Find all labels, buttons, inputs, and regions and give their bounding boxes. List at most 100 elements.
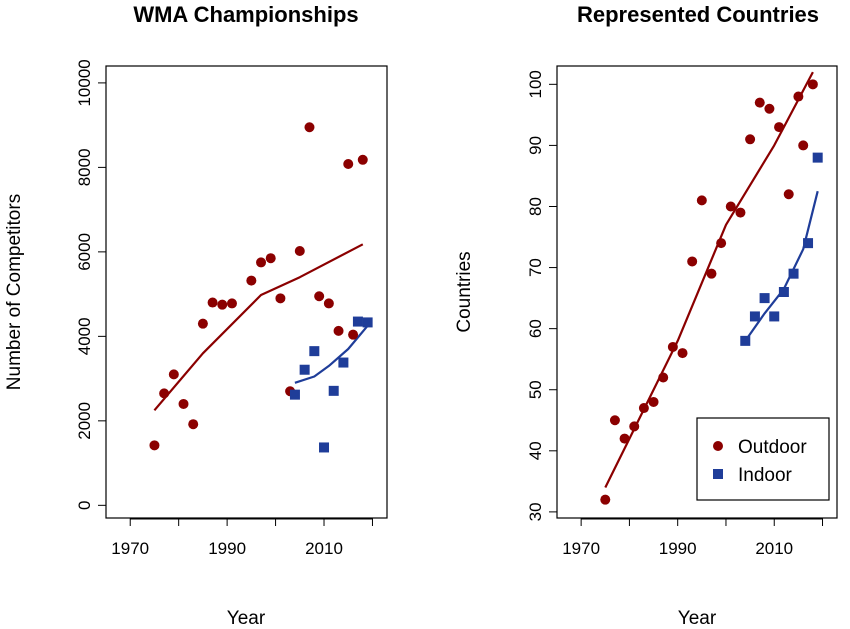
y-tick-label: 10000 [75, 59, 94, 106]
data-point-outdoor [638, 403, 649, 414]
data-point-outdoor [807, 79, 818, 90]
data-point-outdoor [207, 297, 218, 308]
y-tick-label: 80 [526, 197, 545, 216]
data-point-indoor [328, 385, 339, 396]
y-tick-label: 40 [526, 441, 545, 460]
data-point-outdoor [348, 329, 359, 340]
data-point-outdoor [314, 291, 325, 302]
x-tick-label: 1990 [208, 539, 246, 558]
data-point-outdoor [677, 348, 688, 359]
data-point-outdoor [149, 440, 160, 451]
data-point-outdoor [774, 122, 785, 133]
y-tick-label: 0 [75, 501, 94, 510]
data-point-outdoor [323, 298, 334, 309]
legend-indoor-label: Indoor [738, 465, 793, 486]
x-tick-label: 1970 [111, 539, 149, 558]
data-point-indoor [749, 311, 760, 322]
data-point-outdoor [725, 201, 736, 212]
data-point-outdoor [798, 140, 809, 151]
y-axis-label-competitors: Number of Competitors [4, 194, 25, 390]
data-point-outdoor [333, 325, 344, 336]
y-tick-label: 30 [526, 502, 545, 521]
y-tick-label: 70 [526, 258, 545, 277]
trend-line-outdoor [604, 71, 814, 488]
data-point-indoor [309, 346, 320, 357]
y-tick-label: 8000 [75, 148, 94, 186]
data-point-outdoor [745, 134, 756, 145]
data-point-outdoor [159, 388, 170, 399]
y-tick-label: 90 [526, 136, 545, 155]
data-point-outdoor [706, 268, 717, 279]
chart-title-competitors: WMA Championships [133, 2, 358, 27]
data-point-outdoor [667, 341, 678, 352]
data-point-outdoor [600, 494, 611, 505]
data-point-outdoor [764, 103, 775, 114]
data-point-indoor [769, 311, 780, 322]
legend-outdoor-marker [713, 441, 723, 451]
trend-lines-competitors [153, 243, 369, 412]
y-tick-label: 4000 [75, 317, 94, 355]
y-tick-label: 60 [526, 319, 545, 338]
y-tick-label: 2000 [75, 402, 94, 440]
legend-box [696, 417, 830, 501]
data-point-outdoor [256, 257, 267, 268]
chart-panel-competitors: WMA Championships 0 2000 4000 6000 8000 10000… [4, 2, 388, 629]
data-point-outdoor [226, 298, 237, 309]
data-point-outdoor [304, 122, 315, 133]
data-point-outdoor [357, 154, 368, 165]
trend-line-outdoor [153, 243, 364, 412]
chart-title-countries: Represented Countries [577, 2, 819, 27]
data-point-indoor [289, 389, 300, 400]
data-point-outdoor [343, 159, 354, 170]
data-point-indoor [299, 364, 310, 375]
data-point-outdoor [197, 318, 208, 329]
data-point-outdoor [275, 293, 286, 304]
data-point-indoor [812, 152, 823, 163]
data-point-outdoor [687, 256, 698, 267]
data-point-indoor [759, 293, 770, 304]
data-point-outdoor [217, 299, 228, 310]
x-axis-label-competitors: Year [227, 608, 266, 629]
data-point-outdoor [609, 415, 620, 426]
y-axis-competitors: 0 2000 4000 6000 8000 10000 [75, 59, 107, 510]
x-axis-countries: 1970 1990 2010 [562, 518, 824, 558]
data-point-indoor [778, 287, 789, 297]
data-point-outdoor [629, 421, 640, 432]
y-tick-label: 6000 [75, 233, 94, 271]
data-point-outdoor [658, 372, 669, 383]
data-point-outdoor [265, 253, 276, 264]
data-point-outdoor [188, 419, 199, 430]
data-point-outdoor [648, 396, 659, 407]
data-point-outdoor [735, 207, 746, 218]
data-point-indoor [803, 238, 814, 249]
x-axis-competitors: 1970 1990 2010 [111, 518, 373, 558]
data-point-outdoor [793, 91, 804, 102]
legend: Outdoor Indoor [696, 417, 830, 501]
data-point-outdoor [168, 369, 179, 380]
data-point-indoor [740, 335, 751, 346]
data-point-outdoor [178, 398, 189, 409]
y-axis-countries: 30 40 50 60 70 80 90 100 [526, 70, 558, 521]
data-point-outdoor [696, 195, 707, 206]
trend-line-indoor [294, 325, 369, 384]
data-point-outdoor [246, 275, 257, 286]
x-tick-label: 1990 [659, 539, 697, 558]
y-axis-label-countries: Countries [454, 251, 475, 332]
y-tick-label: 100 [526, 70, 545, 98]
chart-panel-countries: Represented Countries 30405060708090100 … [454, 2, 838, 629]
data-point-indoor [319, 442, 330, 453]
data-point-indoor [362, 317, 373, 328]
data-point-indoor [352, 316, 363, 327]
data-point-outdoor [783, 189, 794, 200]
data-point-outdoor [716, 238, 727, 249]
x-tick-label: 2010 [305, 539, 343, 558]
y-tick-label: 50 [526, 380, 545, 399]
data-point-outdoor [754, 97, 765, 108]
data-points-countries [600, 79, 823, 505]
plot-frame-competitors [105, 65, 388, 519]
x-axis-label-countries: Year [678, 608, 717, 629]
data-point-outdoor [294, 246, 305, 257]
legend-outdoor-label: Outdoor [738, 437, 807, 458]
x-tick-label: 2010 [755, 539, 793, 558]
